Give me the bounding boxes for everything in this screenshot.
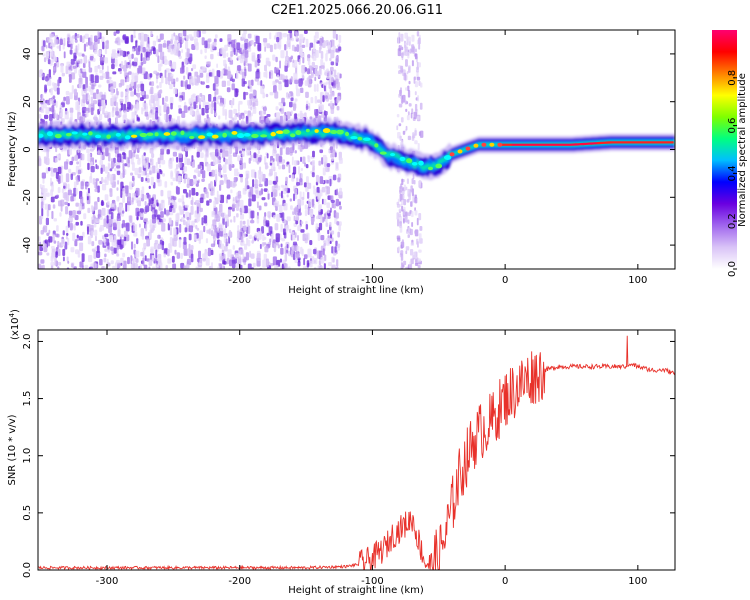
snr-x-tick-label: -300 <box>96 576 119 587</box>
snr-y-tick-label: 0.5 <box>22 505 33 521</box>
spectrogram-y-ticks: -40 -20 0 20 40 <box>22 48 675 253</box>
snr-y-axis-label: SNR (10 * v/v) <box>7 414 18 485</box>
spectrogram-x-tick-label: -300 <box>96 275 119 286</box>
chart-title: C2E1.2025.066.20.06.G11 <box>271 3 443 18</box>
colorbar-tick-label: 0.0 <box>727 261 738 277</box>
spectrogram-x-tick-label: 0 <box>502 275 508 286</box>
colorbar-gradient <box>712 30 737 269</box>
colorbar-tick-label: 0.8 <box>727 70 738 86</box>
snr-x-axis-label: Height of straight line (km) <box>288 585 424 596</box>
ridge-hotspots <box>38 128 674 171</box>
spectrogram-marks <box>38 30 675 269</box>
spectrogram-y-tick-label: -20 <box>22 189 33 205</box>
snr-y-tick-label: 2.0 <box>22 333 33 349</box>
colorbar-ticks: 0.0 0.2 0.4 0.6 0.8 <box>727 70 738 277</box>
snr-panel: -300 -200 -100 0 100 0.0 0.5 1.0 1.5 2.0 Height … <box>7 309 676 596</box>
colorbar-label: Normalized spectral amplitude <box>737 73 748 227</box>
spectrogram-x-tick-label: -200 <box>228 275 251 286</box>
spectrogram-y-tick-label: 20 <box>22 95 33 108</box>
spectrogram-x-tick-label: 100 <box>628 275 647 286</box>
snr-plot-area <box>38 330 675 570</box>
snr-x-tick-label: -100 <box>361 576 384 587</box>
colorbar: 0.0 0.2 0.4 0.6 0.8 Normalized spectral ampl… <box>712 30 748 277</box>
noise-speckle <box>38 30 424 269</box>
colorbar-tick-label: 0.6 <box>727 118 738 134</box>
colorbar-tick-label: 0.4 <box>727 165 738 181</box>
snr-y-tick-label: 1.5 <box>22 391 33 407</box>
ridge-peak <box>511 142 597 146</box>
snr-frame <box>37 329 676 571</box>
colorbar-tick-label: 0.2 <box>727 213 738 229</box>
snr-marks <box>38 335 675 570</box>
snr-y-tick-label: 0.0 <box>22 562 33 578</box>
spectrogram-x-ticks: -300 -200 -100 0 100 <box>96 30 647 286</box>
snr-y-multiplier: (x104) <box>8 309 21 340</box>
snr-x-tick-label: 0 <box>502 576 508 587</box>
spectrogram-x-axis-label: Height of straight line (km) <box>288 285 424 296</box>
snr-x-ticks: -300 -200 -100 0 100 <box>96 330 647 587</box>
spectrogram-y-tick-label: 40 <box>22 48 33 61</box>
spectrogram-y-tick-label: -40 <box>22 237 33 253</box>
snr-y-ticks: 0.0 0.5 1.0 1.5 2.0 <box>22 333 675 578</box>
snr-x-tick-label: 100 <box>628 576 647 587</box>
snr-y-tick-label: 1.0 <box>22 448 33 464</box>
snr-line <box>38 335 675 570</box>
snr-x-tick-label: -200 <box>228 576 251 587</box>
spectrogram-y-tick-label: 0 <box>22 146 33 152</box>
spectrogram-y-axis-label: Frequency (Hz) <box>7 111 18 187</box>
spectrogram-x-tick-label: -100 <box>361 275 384 286</box>
